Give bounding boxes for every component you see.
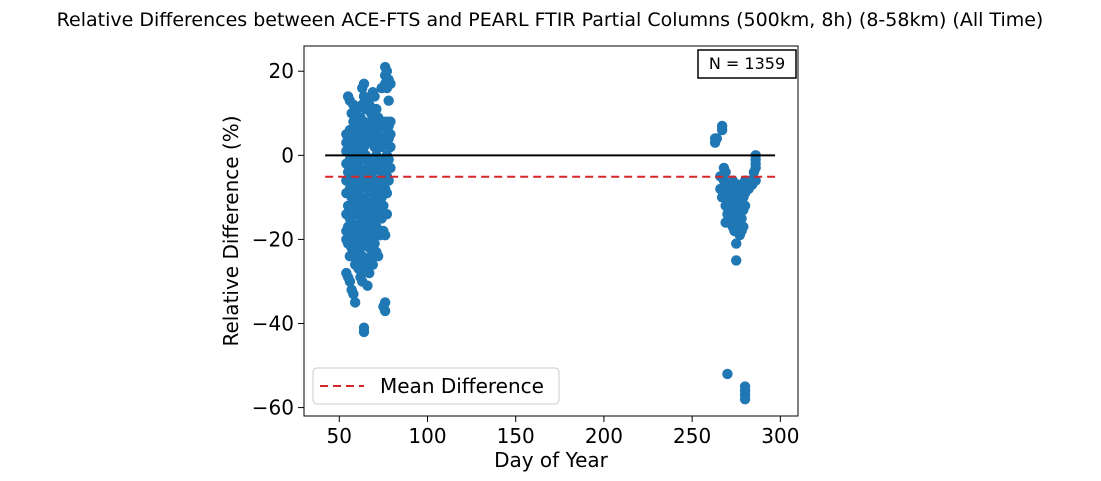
y-axis-label: Relative Difference (%): [219, 115, 243, 346]
x-tick-label: 50: [327, 424, 352, 448]
data-point: [369, 238, 380, 249]
x-tick-label: 150: [497, 424, 535, 448]
data-point: [750, 162, 761, 174]
data-point: [731, 255, 742, 266]
data-point: [379, 230, 391, 241]
x-tick-label: 200: [585, 424, 623, 448]
data-point: [358, 78, 370, 90]
legend-box: [312, 367, 560, 405]
annotation-text: N = 1359: [709, 54, 785, 73]
data-point: [750, 175, 761, 186]
data-point: [371, 103, 382, 115]
data-point: [385, 141, 396, 153]
data-point: [385, 162, 396, 174]
data-point: [379, 297, 391, 308]
data-point: [736, 213, 747, 224]
data-point: [385, 116, 396, 127]
data-point: [364, 267, 375, 279]
x-tick-label: 100: [408, 424, 446, 448]
data-point: [716, 120, 728, 132]
legend-mean-label: Mean Difference: [380, 374, 544, 398]
chart-title: Relative Differences between ACE-FTS and…: [57, 9, 1044, 31]
y-tick-label: 20: [269, 59, 294, 83]
data-point: [369, 91, 380, 102]
data-point: [385, 129, 396, 140]
x-axis-label: Day of Year: [494, 448, 609, 472]
points-layer: [341, 61, 761, 405]
data-point: [739, 393, 751, 405]
plot-frame: [303, 45, 799, 417]
x-axis-ticks: 50 100 150 200 250 300: [327, 416, 799, 448]
x-tick-label: 250: [673, 424, 711, 448]
data-point: [372, 251, 384, 262]
y-axis-ticks: 20 0 −20 −40 −60: [252, 59, 304, 420]
data-point: [711, 133, 723, 144]
data-point: [383, 175, 394, 186]
x-tick-label: 300: [761, 424, 799, 448]
data-point: [344, 276, 356, 287]
data-point: [379, 305, 391, 317]
data-point: [381, 208, 393, 220]
data-point: [381, 66, 393, 77]
y-tick-label: 0: [281, 143, 294, 167]
data-point: [358, 326, 370, 338]
data-point: [722, 368, 733, 380]
data-point: [367, 259, 379, 270]
y-tick-label: −40: [252, 312, 294, 336]
data-point: [381, 187, 393, 199]
data-point: [720, 166, 731, 178]
y-tick-label: −60: [252, 396, 294, 420]
legend: Mean Difference: [312, 367, 560, 405]
data-point: [739, 200, 751, 211]
data-point: [731, 238, 742, 249]
data-point: [383, 154, 394, 165]
data-point: [385, 78, 396, 90]
data-point: [383, 95, 394, 106]
annotation-box: N = 1359: [697, 49, 797, 79]
reference-lines: [325, 154, 776, 178]
y-tick-label: −20: [252, 227, 294, 251]
data-point: [738, 221, 749, 232]
data-point: [348, 288, 359, 300]
data-point: [362, 280, 373, 291]
data-point: [378, 200, 389, 211]
data-point: [349, 297, 361, 308]
